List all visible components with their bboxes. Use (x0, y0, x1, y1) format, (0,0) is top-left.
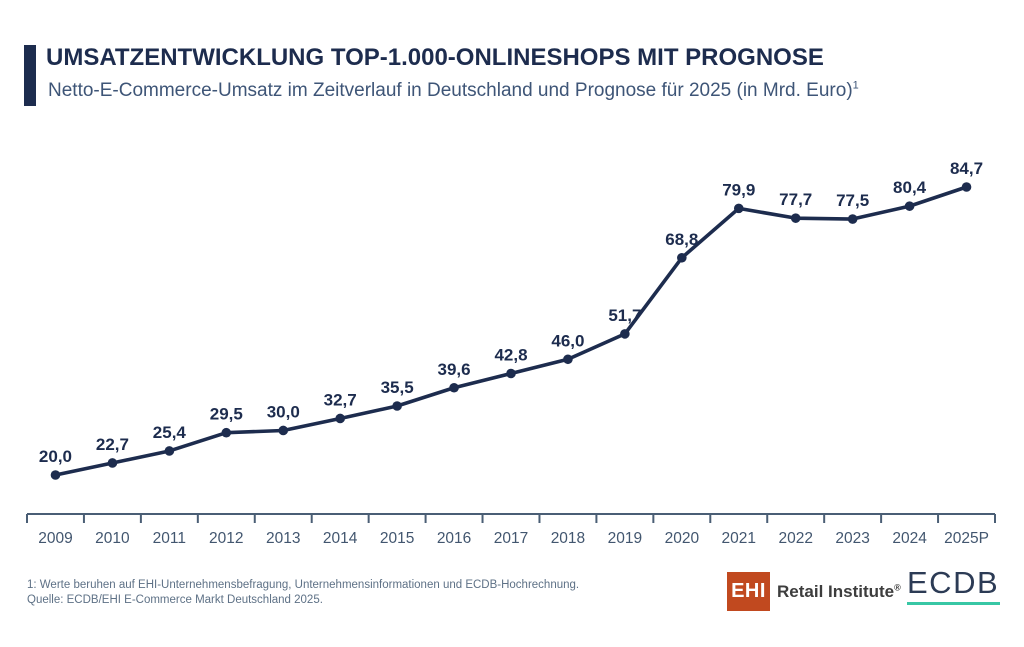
x-axis-label: 2014 (323, 530, 358, 547)
x-axis-label: 2013 (266, 530, 300, 547)
data-point-label: 68,8 (665, 230, 698, 249)
data-point-label: 51,7 (608, 306, 641, 325)
data-point-label: 25,4 (153, 423, 187, 442)
x-axis-label: 2024 (892, 530, 927, 547)
data-point-label: 80,4 (893, 178, 927, 197)
x-axis-label: 2020 (665, 530, 700, 547)
data-point-label: 77,5 (836, 191, 869, 210)
ecdb-logo-underline (907, 602, 1000, 605)
ehi-logo-mark: EHI (727, 572, 770, 611)
data-point (449, 382, 459, 393)
data-point (563, 354, 573, 365)
x-axis-label: 2011 (153, 530, 186, 547)
data-point-label: 30,0 (267, 402, 300, 421)
data-point (50, 470, 61, 480)
page-subtitle: Netto-E-Commerce-Umsatz im Zeitverlauf i… (48, 80, 859, 102)
data-point-label: 29,5 (210, 405, 243, 424)
ecdb-logo: ECDB (907, 567, 1000, 605)
ecdb-logo-text: ECDB (907, 565, 1000, 600)
data-point-label: 35,5 (381, 378, 414, 397)
data-point (221, 427, 232, 438)
data-point (107, 458, 118, 468)
data-point-label: 42,8 (494, 346, 527, 365)
x-axis-label: 2023 (835, 530, 869, 547)
x-axis-label: 2015 (380, 530, 414, 547)
x-axis-label: 2012 (209, 530, 243, 547)
x-axis-label: 2010 (95, 530, 130, 547)
data-point (620, 329, 630, 339)
data-point (677, 252, 687, 263)
data-point-label: 46,0 (551, 331, 584, 350)
data-point-label: 79,9 (722, 180, 755, 199)
x-axis-label: 2025P (944, 530, 989, 547)
data-point-label: 20,0 (39, 447, 72, 466)
data-point (392, 401, 402, 411)
x-axis-label: 2009 (38, 530, 72, 547)
ehi-logo-text: Retail Institute® (777, 582, 901, 602)
data-point (790, 213, 801, 223)
data-point (335, 413, 345, 424)
ehi-logo-text-label: Retail Institute (777, 581, 895, 601)
data-point-label: 32,7 (324, 390, 357, 409)
x-axis-label: 2021 (722, 530, 756, 547)
footnote-text: 1: Werte beruhen auf EHI-Unternehmensbef… (27, 579, 580, 591)
x-axis-label: 2022 (778, 530, 812, 547)
x-axis-label: 2016 (437, 530, 471, 547)
data-point (847, 214, 858, 224)
title-accent-bar (24, 45, 36, 106)
data-point (278, 425, 289, 436)
data-point-label: 22,7 (96, 435, 129, 454)
page-subtitle-text: Netto-E-Commerce-Umsatz im Zeitverlauf i… (48, 80, 853, 101)
data-point (164, 446, 175, 456)
x-axis-label: 2017 (494, 530, 528, 547)
data-point-label: 84,7 (950, 159, 983, 178)
x-axis-label: 2019 (608, 530, 642, 547)
footnote-marker: 1 (852, 79, 859, 92)
data-point (904, 201, 915, 211)
registered-trademark-icon: ® (894, 581, 901, 592)
data-point-label: 77,7 (779, 190, 812, 209)
page-title: UMSATZENTWICKLUNG TOP-1.000-ONLINESHOPS … (46, 44, 824, 71)
data-point (733, 203, 744, 214)
data-point (961, 182, 972, 192)
footnotes: 1: Werte beruhen auf EHI-Unternehmensbef… (27, 578, 579, 608)
data-line (53, 185, 969, 477)
data-point (506, 368, 516, 379)
ehi-retail-institute-logo: EHI Retail Institute® (727, 572, 901, 611)
x-axis-label: 2018 (551, 530, 585, 547)
data-point-label: 39,6 (438, 360, 471, 379)
source-text: Quelle: ECDB/EHI E-Commerce Markt Deutsc… (27, 594, 323, 606)
